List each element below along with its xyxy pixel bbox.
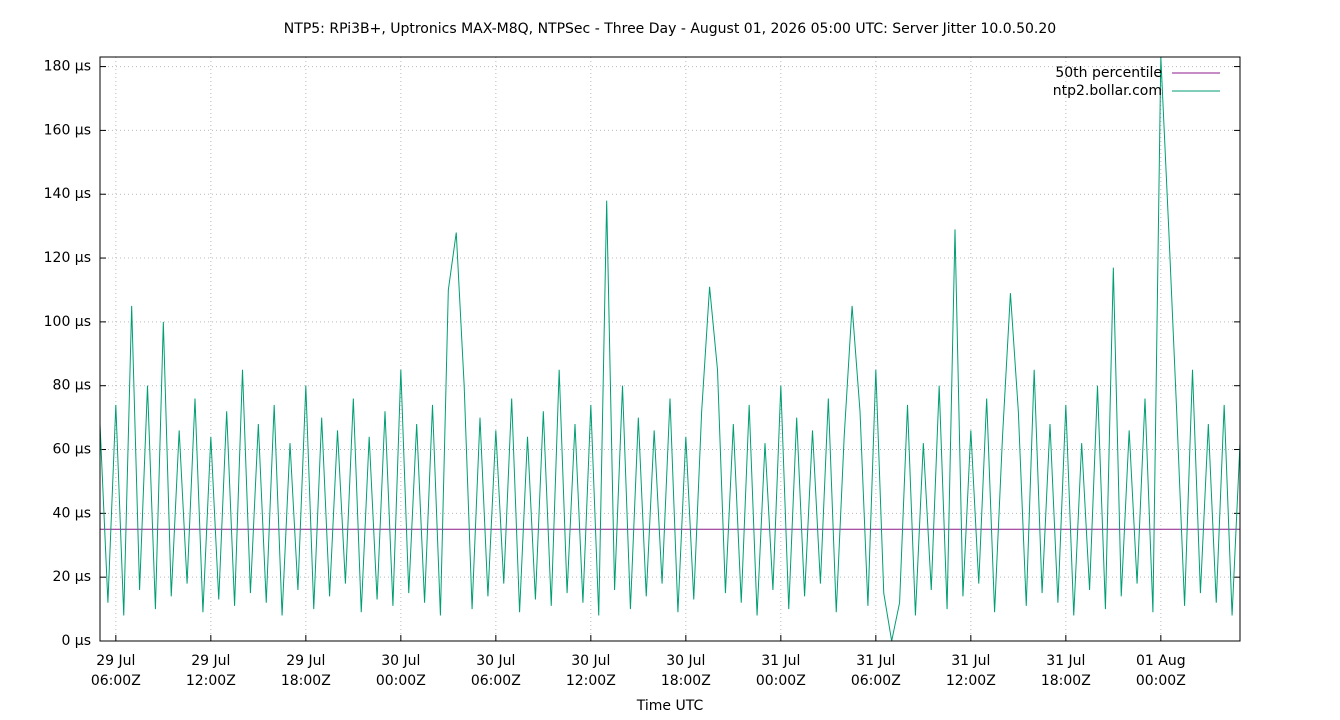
legend-label: ntp2.bollar.com <box>1053 83 1162 99</box>
x-tick-label: 30 Jul 12:00Z <box>565 653 616 689</box>
x-tick-label: 31 Jul 06:00Z <box>850 653 901 689</box>
plot-area <box>100 57 1240 641</box>
x-tick-label: 29 Jul 06:00Z <box>90 653 141 689</box>
x-tick-label: 29 Jul 18:00Z <box>280 653 331 689</box>
x-tick-label: 30 Jul 00:00Z <box>375 653 426 689</box>
y-tick-label: 40 µs <box>53 505 91 521</box>
x-tick-label: 31 Jul 00:00Z <box>755 653 806 689</box>
x-tick-label: 29 Jul 12:00Z <box>185 653 236 689</box>
x-tick-label: 31 Jul 18:00Z <box>1040 653 1091 689</box>
x-tick-label: 30 Jul 18:00Z <box>660 653 711 689</box>
y-tick-label: 0 µs <box>61 633 91 649</box>
x-axis-label: Time UTC <box>636 698 704 714</box>
y-tick-label: 20 µs <box>53 569 91 585</box>
x-tick-label: 30 Jul 06:00Z <box>470 653 521 689</box>
y-tick-label: 160 µs <box>44 122 91 138</box>
y-tick-label: 60 µs <box>53 442 91 458</box>
y-tick-label: 120 µs <box>44 250 91 266</box>
series-line <box>100 57 1240 641</box>
legend-label: 50th percentile <box>1055 65 1162 81</box>
y-tick-label: 180 µs <box>44 59 91 75</box>
y-tick-label: 140 µs <box>44 186 91 202</box>
y-tick-label: 80 µs <box>53 378 91 394</box>
x-tick-label: 31 Jul 12:00Z <box>945 653 996 689</box>
plot-border <box>99 56 1241 642</box>
y-tick-label: 100 µs <box>44 314 91 330</box>
chart-title: NTP5: RPi3B+, Uptronics MAX-M8Q, NTPSec … <box>284 21 1056 37</box>
x-tick-label: 01 Aug 00:00Z <box>1135 653 1186 689</box>
